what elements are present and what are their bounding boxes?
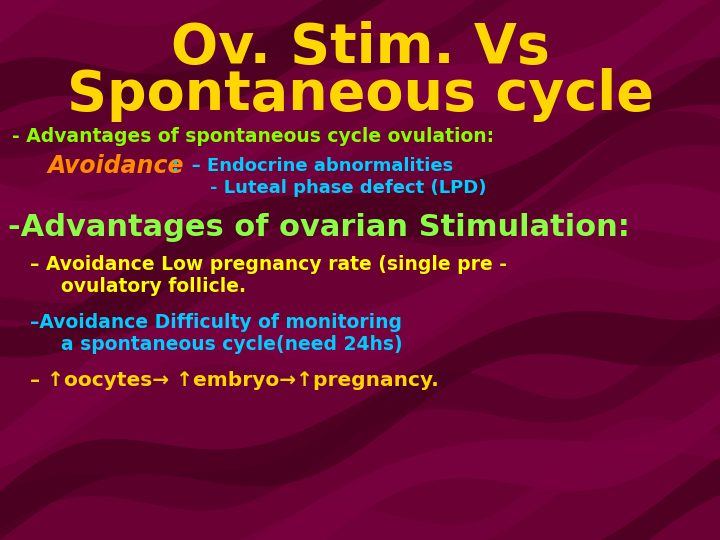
Polygon shape	[0, 0, 720, 144]
Text: Avoidance: Avoidance	[48, 154, 184, 178]
Text: ovulatory follicle.: ovulatory follicle.	[48, 278, 246, 296]
Polygon shape	[0, 292, 720, 540]
Text: Ov. Stim. Vs: Ov. Stim. Vs	[171, 21, 549, 75]
Polygon shape	[0, 202, 720, 466]
Text: - Luteal phase defect (LPD): - Luteal phase defect (LPD)	[210, 179, 487, 197]
Text: – Avoidance Low pregnancy rate (single pre -: – Avoidance Low pregnancy rate (single p…	[30, 255, 507, 274]
Polygon shape	[0, 329, 720, 540]
Text: -Advantages of ovarian Stimulation:: -Advantages of ovarian Stimulation:	[8, 213, 630, 242]
Polygon shape	[0, 0, 720, 79]
Text: Spontaneous cycle: Spontaneous cycle	[66, 68, 654, 122]
Polygon shape	[0, 57, 720, 357]
Polygon shape	[0, 0, 720, 36]
Text: – ↑oocytes→ ↑embryo→↑pregnancy.: – ↑oocytes→ ↑embryo→↑pregnancy.	[30, 370, 438, 389]
Text: –Avoidance Difficulty of monitoring: –Avoidance Difficulty of monitoring	[30, 313, 402, 332]
Polygon shape	[0, 0, 720, 158]
Polygon shape	[0, 269, 720, 540]
Polygon shape	[0, 111, 720, 334]
Polygon shape	[0, 184, 720, 481]
Text: a spontaneous cycle(need 24hs): a spontaneous cycle(need 24hs)	[48, 334, 402, 354]
Text: - Advantages of spontaneous cycle ovulation:: - Advantages of spontaneous cycle ovulat…	[12, 127, 494, 146]
Polygon shape	[0, 0, 720, 273]
Polygon shape	[0, 417, 720, 540]
Text: :  – Endocrine abnormalities: : – Endocrine abnormalities	[172, 157, 454, 175]
Polygon shape	[0, 434, 720, 540]
Polygon shape	[0, 0, 720, 233]
